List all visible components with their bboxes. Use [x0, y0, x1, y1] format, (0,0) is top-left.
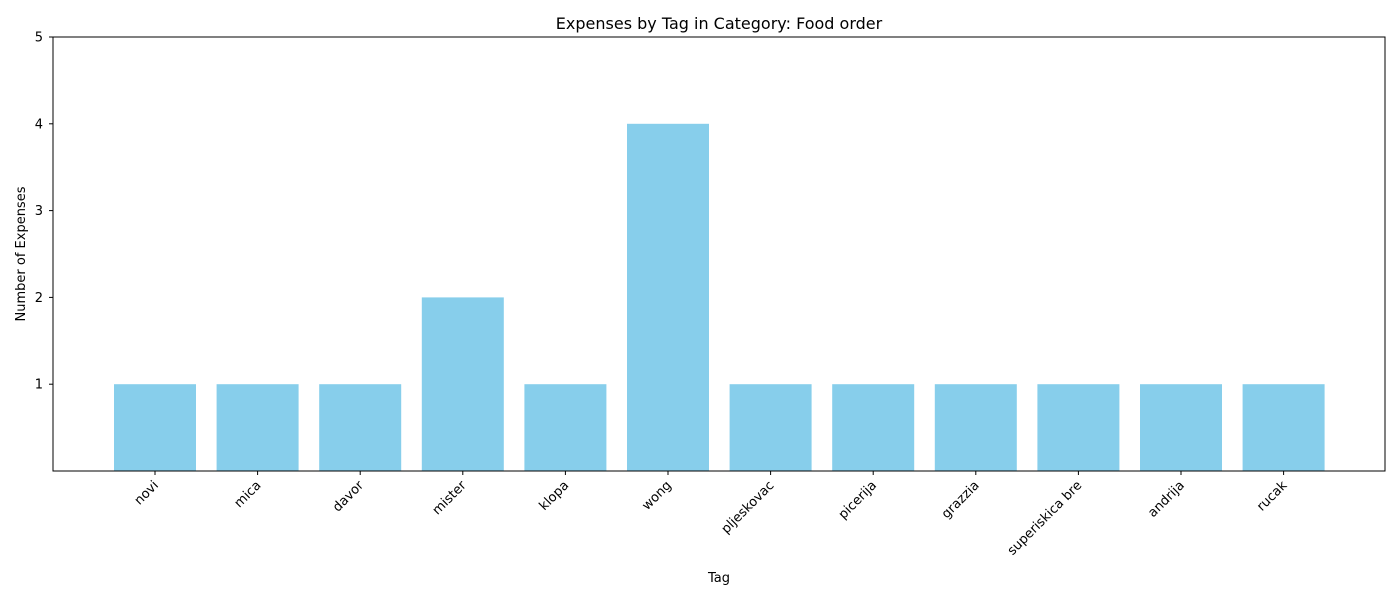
bar-andrija [1140, 384, 1222, 471]
x-tick-label: davor [330, 478, 367, 515]
x-tick-label: mica [232, 478, 265, 511]
bar-mica [216, 384, 299, 471]
bar-pljeskovac [729, 384, 812, 471]
y-tick-label: 3 [35, 204, 43, 219]
plot-frame [52, 36, 1386, 472]
y-ticks: 1 2 3 4 5 [35, 31, 53, 393]
bar-picerija [832, 384, 915, 471]
bar-mister [421, 297, 504, 471]
y-tick-label: 4 [35, 117, 43, 132]
y-axis-label: Number of Expenses [14, 186, 29, 321]
x-ticks: novi mica davor mister klopa wong pljeskovac pi… [132, 471, 1291, 559]
x-tick-label: klopa [537, 478, 573, 514]
chart-title: Expenses by Tag in Category: Food order [556, 14, 883, 33]
x-tick-label: wong [639, 478, 674, 513]
y-tick-label: 1 [35, 378, 43, 393]
x-tick-label: andrija [1145, 478, 1187, 520]
bars-layer [114, 123, 1325, 472]
x-tick-label: rucak [1254, 478, 1291, 515]
bar-wong [627, 123, 709, 472]
bar-klopa [524, 384, 607, 471]
x-axis-label: Tag [707, 571, 730, 586]
bar-superiskica-bre [1037, 384, 1120, 471]
x-tick-label: picerija [836, 478, 880, 522]
x-tick-label: superiskica bre [1005, 478, 1085, 558]
x-tick-label: mister [430, 478, 470, 518]
axes-layer [52, 36, 1386, 472]
y-tick-label: 5 [35, 31, 43, 46]
x-tick-label: novi [132, 478, 162, 508]
x-tick-label: grazzia [939, 478, 983, 522]
bar-grazzia [934, 384, 1017, 471]
y-tick-label: 2 [35, 291, 43, 306]
x-tick-label: pljeskovac [719, 478, 778, 537]
bar-rucak [1242, 384, 1325, 471]
bar-novi [114, 384, 196, 471]
bar-davor [319, 384, 402, 471]
